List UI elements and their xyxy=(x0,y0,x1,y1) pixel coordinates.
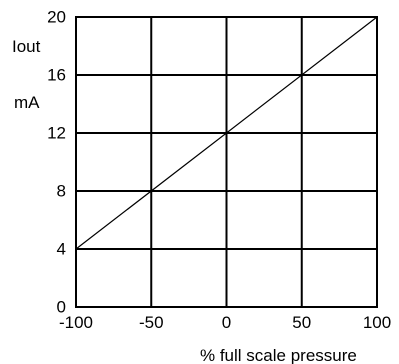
y-axis-label: Iout xyxy=(12,37,41,56)
x-tick-label: 100 xyxy=(363,313,391,332)
y-tick-label: 4 xyxy=(57,240,66,259)
y-axis-unit: mA xyxy=(14,93,40,112)
series-layer xyxy=(75,16,378,250)
y-tick-label: 8 xyxy=(57,182,66,201)
grid-lines xyxy=(75,16,378,308)
y-tick-label: 12 xyxy=(47,124,66,143)
x-tick-label: 50 xyxy=(292,313,311,332)
x-tick-label: -100 xyxy=(59,313,93,332)
y-tick-labels: 0 4 8 12 16 20 xyxy=(47,8,66,317)
plot-frame xyxy=(75,16,378,308)
x-tick-label: -50 xyxy=(139,313,164,332)
x-axis-label: % full scale pressure xyxy=(200,346,357,364)
series-line xyxy=(75,16,378,250)
x-tick-labels: -100 -50 0 50 100 xyxy=(59,313,391,332)
y-tick-label: 0 xyxy=(57,298,66,317)
y-tick-label: 16 xyxy=(47,66,66,85)
y-tick-label: 20 xyxy=(47,8,66,27)
x-tick-label: 0 xyxy=(222,313,231,332)
